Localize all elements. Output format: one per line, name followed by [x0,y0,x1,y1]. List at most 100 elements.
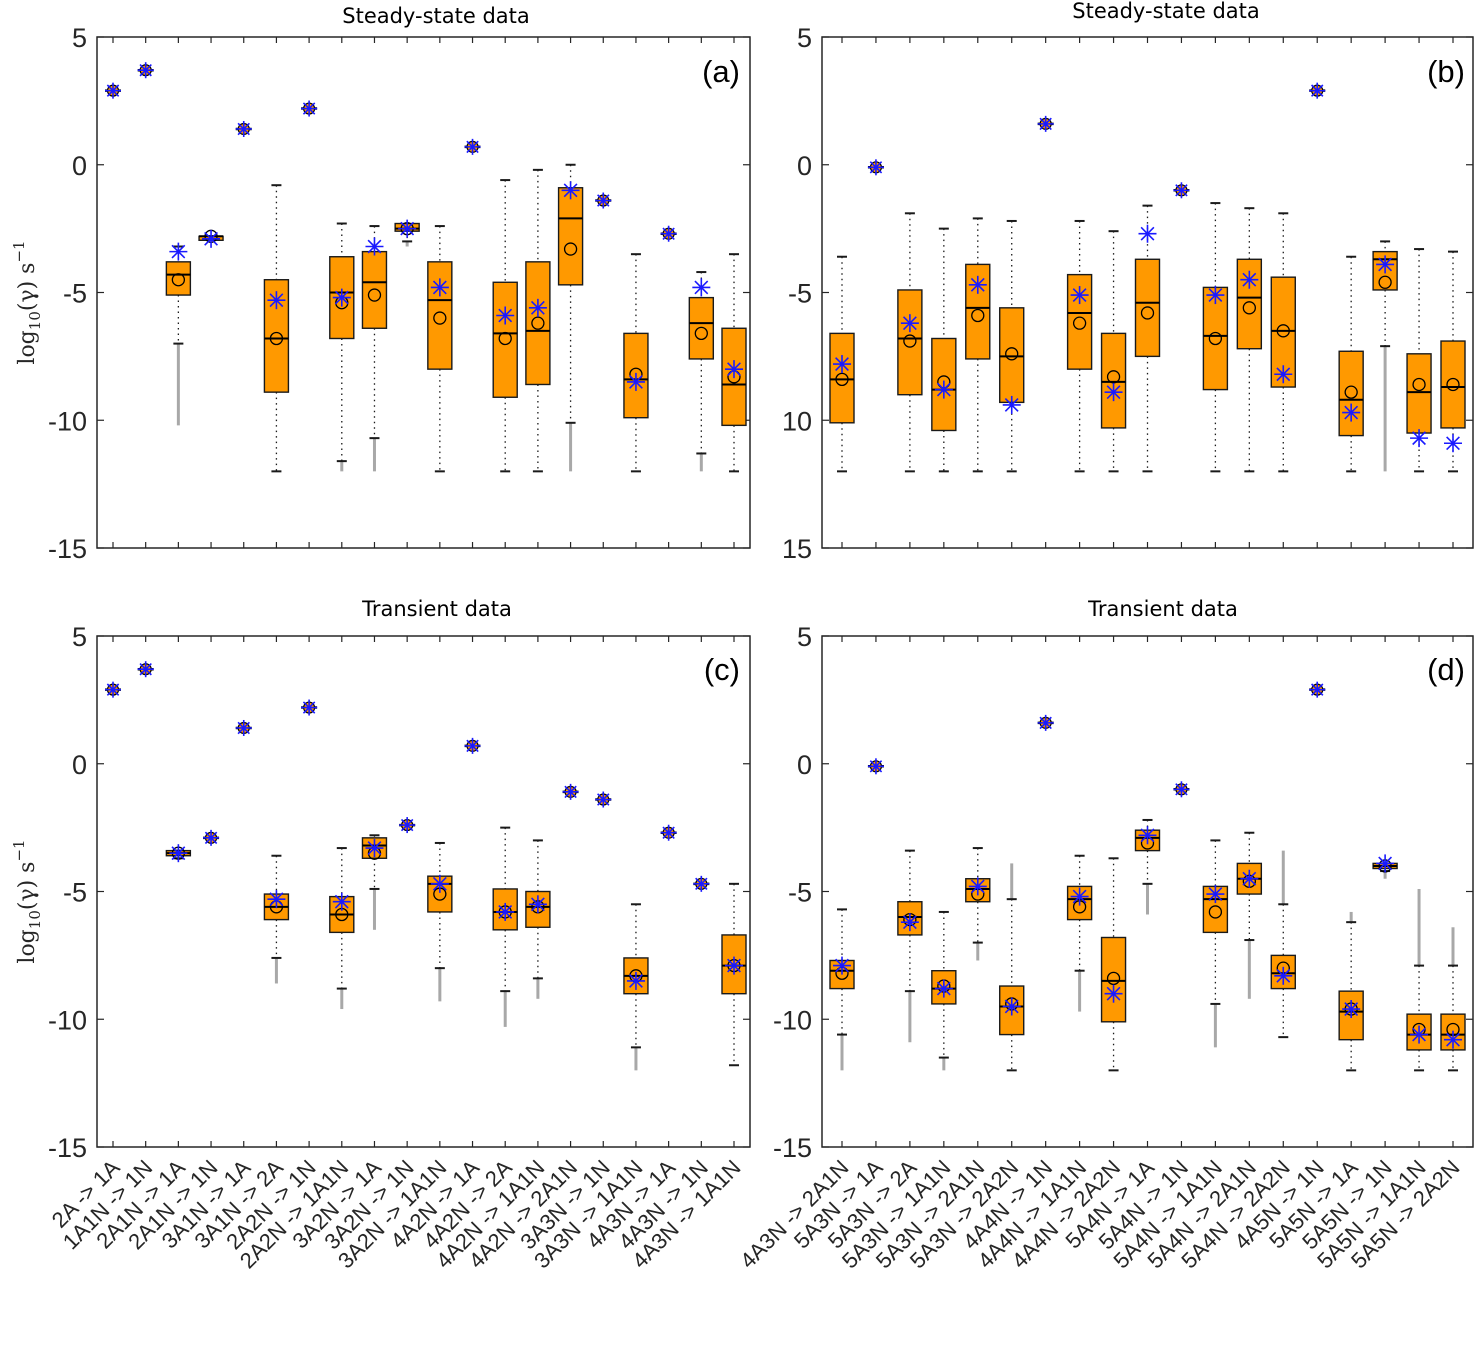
star-marker [660,824,677,841]
box-c-8 [361,834,388,930]
iqr-box [165,261,192,296]
star-stroke [400,818,414,832]
star-stroke [1072,889,1087,904]
star-stroke [869,760,883,773]
plot-frame [96,36,751,549]
star-marker [1138,224,1157,243]
star-marker [1206,885,1225,904]
box-d-2 [897,849,923,1043]
iqr-box [1270,954,1296,990]
mean-circle [1106,971,1121,986]
box-d-7 [1066,854,1093,1012]
star-marker [430,278,449,297]
star-stroke [1310,683,1324,696]
box-a-11 [464,138,481,155]
iqr-box [557,187,584,286]
star-marker [1037,714,1054,731]
mean-circle [531,316,545,330]
mean-circle [1276,324,1290,338]
star-marker [1002,997,1021,1016]
mean-circle [367,288,382,302]
star-marker [105,82,121,99]
panel-letter: (c) [704,652,740,687]
star-marker [1206,286,1225,305]
box-b-14 [1309,82,1326,99]
star-stroke [970,277,985,292]
star-stroke [204,831,218,845]
star-marker [464,138,481,155]
star-stroke [936,981,951,996]
star-marker [1444,434,1462,453]
mean-circle [1412,377,1426,392]
box-b-3 [931,227,957,473]
box-b-9 [1134,204,1161,473]
star-stroke [902,915,917,930]
panel-title: Transient data [361,597,512,621]
star-marker [626,971,645,990]
y-tick-label: 0 [797,151,812,181]
star-stroke [466,140,479,154]
star-marker [203,829,220,846]
star-marker [399,817,416,834]
star-marker [105,681,121,698]
box-c-18 [693,875,710,892]
star-marker [900,913,919,932]
box-c-2 [165,844,192,863]
mean-circle [1208,331,1223,346]
mean-circle [1378,275,1392,289]
star-stroke [106,683,120,696]
star-marker [626,372,645,391]
box-d-5 [999,863,1025,1072]
box-a-8 [361,225,388,472]
star-stroke [432,280,447,295]
star-stroke [1140,828,1155,843]
star-marker [562,783,579,800]
y-tick-label: -15 [48,1133,87,1163]
star-stroke [1039,716,1052,730]
iqr-box [688,296,715,360]
star-stroke [1310,84,1324,97]
y-tick-label: 0 [72,750,87,780]
star-stroke [662,826,675,839]
star-stroke [1412,431,1426,446]
panel-letter: (a) [702,54,740,89]
mean-circle [835,372,849,387]
star-marker [934,979,953,998]
star-marker [693,875,710,892]
iqr-box [361,250,388,329]
box-d-8 [1100,857,1127,1072]
star-marker [1240,869,1259,888]
star-marker [235,719,252,736]
star-stroke [564,785,577,799]
y-axis-label: log10(γ) s−1 [10,839,44,963]
box-d-16 [1372,854,1398,879]
star-marker [1240,270,1259,289]
star-stroke [1378,856,1393,871]
box-b-1 [867,159,884,176]
ylabel-rest: (γ) s [15,263,40,312]
box-a-13 [525,168,551,473]
y-tick-label: -10 [48,406,87,436]
star-marker [430,874,449,893]
box-a-19 [721,253,747,473]
mean-circle [1242,301,1256,315]
star-stroke [269,892,284,907]
box-d-0 [829,908,855,1071]
star-stroke [1344,1002,1359,1016]
star-stroke [970,879,985,894]
star-stroke [498,308,513,323]
plot-frame [96,635,751,1148]
box-c-19 [721,882,747,1067]
box-b-7 [1066,219,1093,473]
y-tick-label: 15 [782,534,812,564]
mean-circle [433,311,447,325]
y-tick-label: 0 [72,151,87,181]
star-stroke [1140,226,1155,241]
star-stroke [695,877,708,891]
star-stroke [1276,968,1291,983]
ylabel-log: log [15,330,40,364]
box-a-18 [688,271,715,472]
y-tick-label: -10 [48,1005,87,1035]
box-a-16 [623,253,649,473]
star-marker [528,298,547,317]
